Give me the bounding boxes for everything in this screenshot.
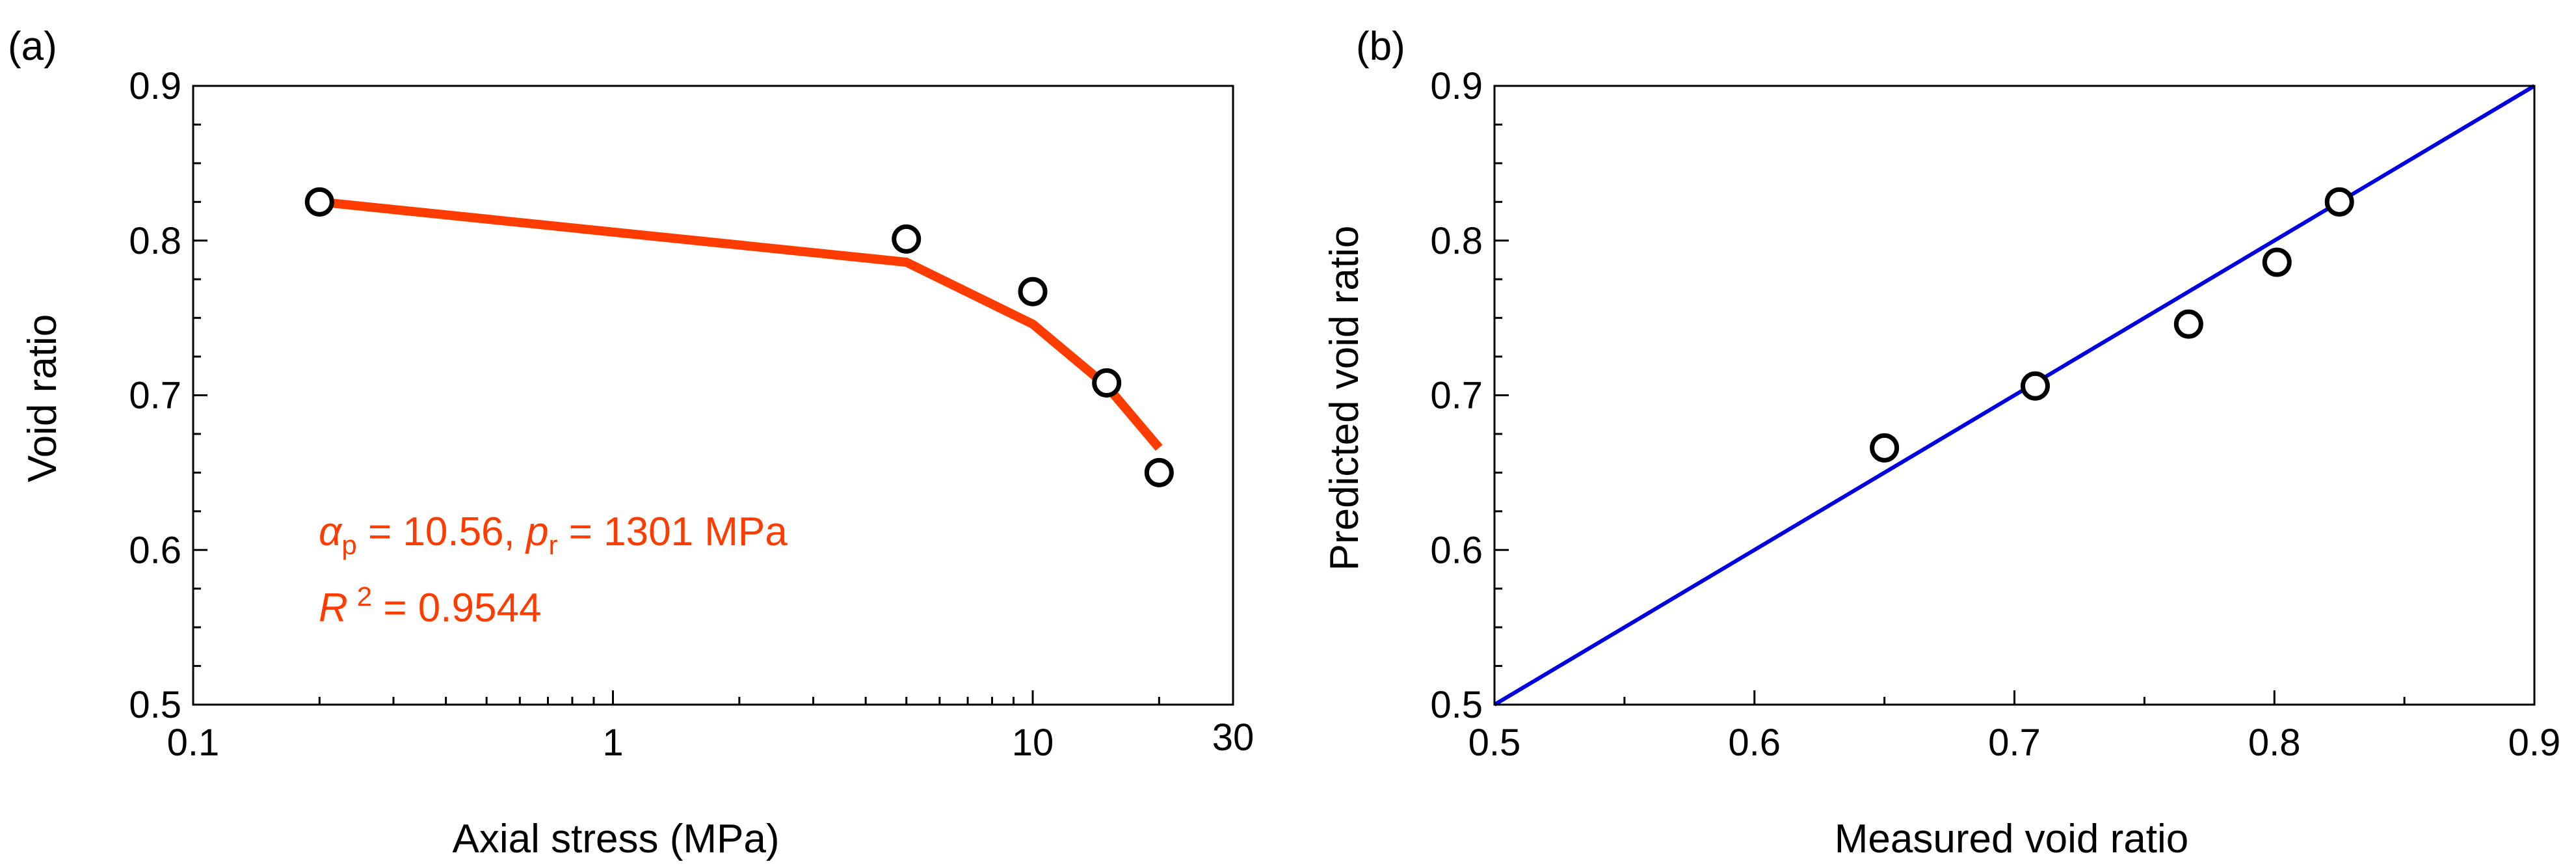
y-tick-label: 0.7 [1430,375,1483,417]
x-tick-label: 30 [1212,716,1255,759]
x-tick-label: 0.9 [2508,722,2561,764]
alpha-value: = 10.56, [357,509,526,554]
panel-a-tick-labels: 0.5 0.6 0.7 0.8 0.9 0.1 1 10 30 [129,65,1254,764]
y-tick-label: 0.9 [129,65,181,107]
p-symbol: p [525,509,548,554]
y-tick-label: 0.5 [129,684,181,726]
y-tick-label: 0.9 [1430,65,1483,107]
panel-a-series-lines [319,197,1163,451]
panel-b-data-points [1870,187,2354,463]
x-tick-label: 0.8 [2248,722,2301,764]
panel-a-data-points [304,187,1174,487]
panel-b-series-lines [1493,84,2536,707]
data-point [892,224,922,254]
y-tick-label: 0.6 [1430,529,1483,571]
alpha-symbol: α [319,509,343,554]
y-tick-label: 0.8 [1430,220,1483,262]
x-tick-label: 10 [1012,722,1054,764]
panel-b-tick-labels: 0.5 0.6 0.7 0.8 0.9 0.5 0.6 0.7 0.8 0.9 [1430,65,2560,764]
panel-a-ticks [192,85,1234,706]
y-tick-label: 0.5 [1430,684,1483,726]
r-superscript: 2 [357,581,372,612]
data-point [2020,371,2050,401]
panel-a-plot-frame [192,85,1234,706]
data-point [1018,277,1048,306]
x-tick-label: 0.5 [1468,722,1521,764]
data-point [304,187,334,217]
r-symbol: R [319,586,348,630]
panel-b-ylabel: Predicted void ratio [1322,226,1367,571]
one-to-one-line [1493,84,2536,707]
y-tick-label: 0.6 [129,529,181,571]
data-point [1870,433,1900,463]
data-point [1092,368,1122,398]
data-point [1144,457,1174,487]
panel-b-plot-frame [1493,85,2536,706]
panel-b-label: (b) [1356,24,1405,69]
alpha-subscript: p [341,530,356,560]
x-tick-label: 0.7 [1988,722,2041,764]
fitted-curve [319,197,1163,451]
y-tick-label: 0.8 [129,220,181,262]
panel-b: (b) Predicted void ratio Measured void r… [1322,24,2560,861]
p-subscript: r [548,530,557,560]
y-tick-label: 0.7 [129,375,181,417]
data-point [2324,187,2354,217]
panel-a-ylabel: Void ratio [20,314,65,483]
fit-parameters-text: αp = 10.56, pr = 1301 MPa [319,509,788,560]
p-value: = 1301 MPa [557,509,788,554]
panel-b-xlabel: Measured void ratio [1835,817,2189,861]
panel-a-xlabel: Axial stress (MPa) [453,817,780,861]
data-point [2262,247,2292,277]
data-point [2173,309,2203,339]
r-value: = 0.9544 [372,586,541,630]
x-tick-label: 0.6 [1728,722,1781,764]
panel-a-label: (a) [8,24,57,69]
x-tick-label: 0.1 [167,722,220,764]
x-tick-label: 1 [602,722,623,764]
panel-a: (a) Void ratio Axial stress (MPa) 0.5 0.6… [8,24,1254,861]
